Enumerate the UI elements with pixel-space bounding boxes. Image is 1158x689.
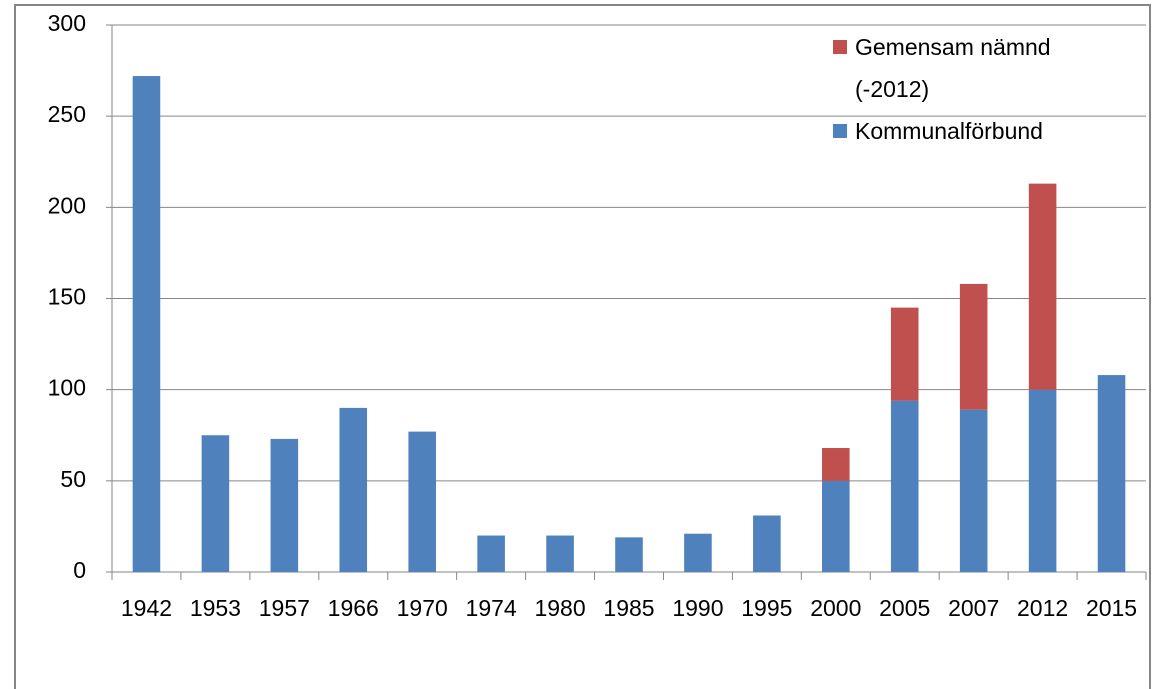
x-tick-label: 2005 <box>879 595 930 621</box>
y-tick-label: 200 <box>48 192 86 218</box>
x-tick-label: 2015 <box>1086 595 1137 621</box>
bar-segment <box>822 480 850 572</box>
bar-segment <box>477 535 505 572</box>
x-tick-label: 1990 <box>672 595 723 621</box>
x-tick-label: 1995 <box>741 595 792 621</box>
x-tick-label: 1966 <box>328 595 379 621</box>
bar-segment <box>959 283 988 410</box>
y-tick-label: 0 <box>73 557 86 583</box>
bar-segment <box>822 448 850 481</box>
chart-border <box>14 4 1151 689</box>
legend-item: Kommunalförbund <box>828 110 1118 152</box>
bar-segment <box>1028 389 1057 572</box>
bar-segment <box>753 515 781 572</box>
y-tick-label: 300 <box>48 10 86 36</box>
bar-segment <box>1097 375 1126 572</box>
x-tick-label: 1942 <box>121 595 172 621</box>
bar-segment <box>890 307 919 401</box>
y-tick-label: 100 <box>48 375 86 401</box>
x-tick-label: 1980 <box>534 595 585 621</box>
bar-segment <box>270 438 299 572</box>
legend-label: Kommunalförbund <box>855 118 1043 144</box>
y-tick-label: 50 <box>60 466 86 492</box>
bar-segment <box>132 76 161 572</box>
x-tick-label: 1974 <box>466 595 517 621</box>
bar-segment <box>1028 183 1057 390</box>
x-tick-label: 2012 <box>1017 595 1068 621</box>
legend-swatch <box>833 40 847 54</box>
bar-segment <box>959 409 988 572</box>
legend-swatch <box>833 124 847 138</box>
x-tick-label: 1957 <box>259 595 310 621</box>
y-tick-label: 250 <box>48 101 86 127</box>
legend: Gemensam nämnd (-2012) Kommunalförbund <box>828 26 1118 152</box>
legend-item: Gemensam nämnd (-2012) <box>828 26 1118 110</box>
bar-segment <box>890 400 919 572</box>
x-tick-label: 2007 <box>948 595 999 621</box>
x-tick-label: 1985 <box>603 595 654 621</box>
bar-segment <box>201 435 230 572</box>
bar-segment <box>339 407 368 572</box>
x-tick-label: 1970 <box>397 595 448 621</box>
legend-label: Gemensam nämnd (-2012) <box>855 34 1051 102</box>
x-tick-label: 1953 <box>190 595 241 621</box>
bar-segment <box>546 535 574 572</box>
bar-segment <box>408 431 436 572</box>
x-tick-label: 2000 <box>810 595 861 621</box>
y-tick-label: 150 <box>48 284 86 310</box>
bar-segment <box>684 533 712 572</box>
bar-segment <box>615 537 643 572</box>
